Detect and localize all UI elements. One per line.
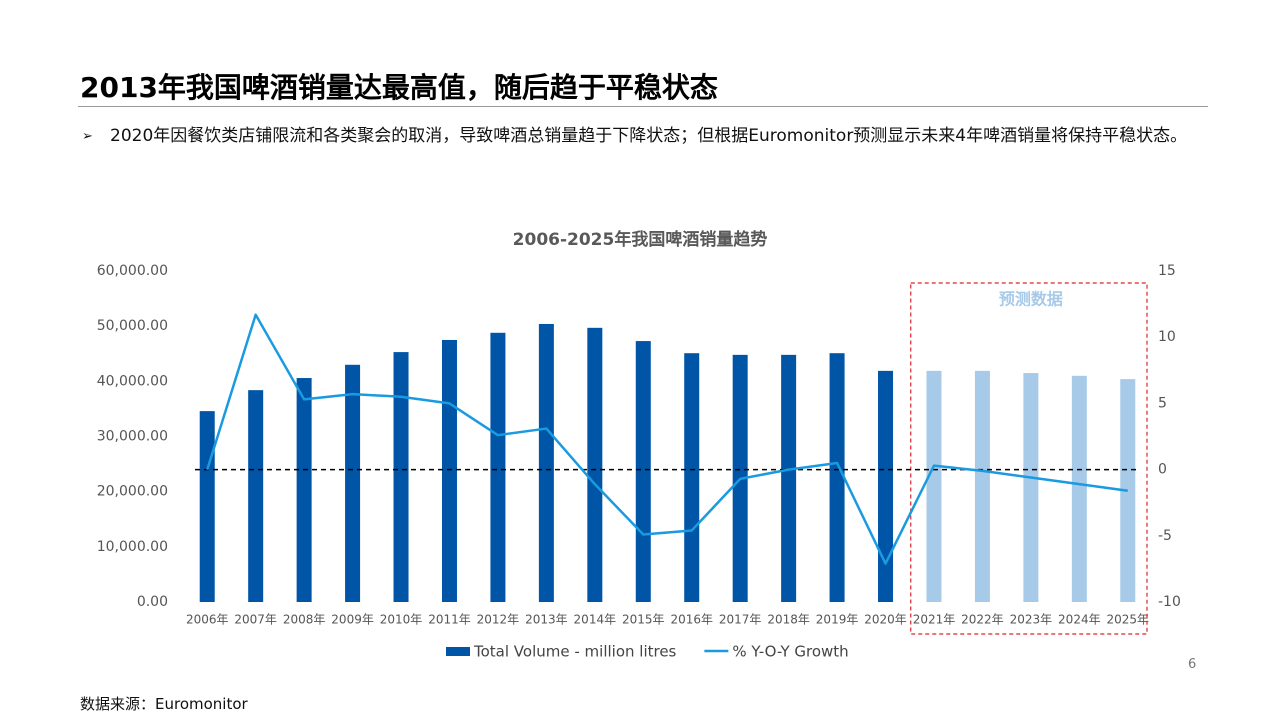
bar [441,339,457,602]
source: 数据来源：Euromonitor [80,695,248,713]
bar [490,332,506,602]
y-tick-label: 60,000.00 [97,263,168,279]
x-tick-label: 2020年 [864,613,907,627]
bar [393,352,409,602]
y-tick-label: 30,000.00 [97,429,168,445]
x-tick-label: 2006年 [186,613,229,627]
line [206,313,1128,565]
bullet: ➢ 2020年因餐饮类店铺限流和各类聚会的取消，导致啤酒总销量趋于下降状态；但根据… [82,120,1212,153]
x-tick-label: 2012年 [477,613,520,627]
bar [781,354,797,602]
x-tick-label: 2014年 [574,613,617,627]
y2-tick-label: 15 [1158,263,1176,279]
x-tick-label: 2022年 [961,613,1004,627]
y2-tick-label: -10 [1158,594,1181,610]
page-number: 6 [1188,657,1197,672]
chart-title: 2006-2025年我国啤酒销量趋势 [513,229,768,250]
bar [248,390,264,602]
y-tick-label: 50,000.00 [97,318,168,334]
x-tick-label: 2016年 [670,613,713,627]
x-tick-label: 2008年 [283,613,326,627]
legend-label: Total Volume - million litres [473,643,677,661]
legend-swatch [446,647,470,656]
x-tick-label: 2009年 [331,613,374,627]
y-tick-label: 0.00 [137,594,168,610]
x-tick-label: 2018年 [767,613,810,627]
bar [926,370,942,602]
x-tick-label: 2021年 [913,613,956,627]
y-tick-label: 10,000.00 [97,539,168,555]
y2-tick-label: -5 [1158,528,1172,544]
x-tick-label: 2010年 [380,613,423,627]
x-tick-label: 2024年 [1058,613,1101,627]
annotation: 预测数据 [999,290,1063,309]
bar [878,370,894,602]
x-tick-label: 2015年 [622,613,665,627]
slide-title: 2013年我国啤酒销量达最高值，随后趋于平稳状态 [80,71,718,104]
bar [199,411,215,602]
x-tick-label: 2017年 [719,613,762,627]
y2-tick-label: 10 [1158,329,1176,345]
y-tick-label: 20,000.00 [97,484,168,500]
bar [1023,373,1039,602]
x-tick-label: 2025年 [1107,613,1150,627]
y2-tick-label: 0 [1158,462,1167,478]
x-tick-label: 2011年 [428,613,471,627]
x-tick-label: 2013年 [525,613,568,627]
bar [635,341,651,602]
x-tick-label: 2007年 [234,613,277,627]
title-rule [78,106,1208,107]
bullet-marker: ➢ [82,129,93,144]
bar [684,353,700,602]
bar [296,378,312,602]
bar [974,370,990,602]
y2-tick-label: 5 [1158,395,1167,411]
bar [538,323,554,602]
bar [1071,375,1087,602]
bar [345,364,361,602]
legend-label: % Y-O-Y Growth [732,643,848,661]
bar [587,327,603,602]
x-tick-label: 2023年 [1010,613,1053,627]
bar [829,353,845,602]
bullet-text: 2020年因餐饮类店铺限流和各类聚会的取消，导致啤酒总销量趋于下降状态；但根据E… [110,126,1188,146]
y-tick-label: 40,000.00 [97,373,168,389]
x-tick-label: 2019年 [816,613,859,627]
